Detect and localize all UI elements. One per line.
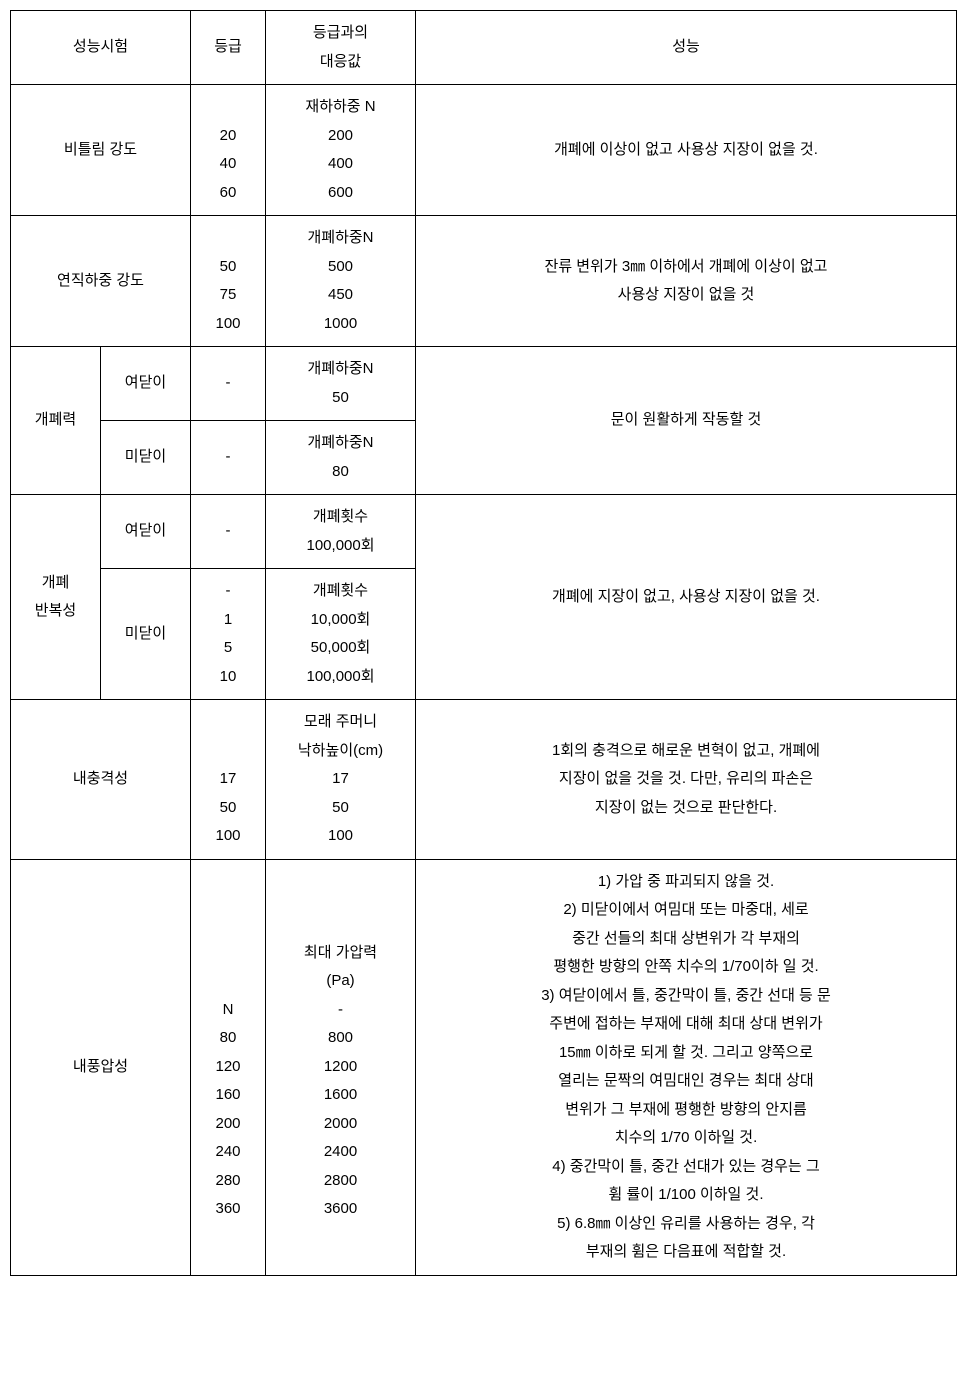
header-grade: 등급 bbox=[191, 11, 266, 85]
cell-test: 내풍압성 bbox=[11, 859, 191, 1275]
table-row: 비틀림 강도 20 40 60 재하하중 N 200 400 600 개폐에 이… bbox=[11, 85, 957, 216]
table-row: 연직하중 강도 50 75 100 개폐하중N 500 450 1000 잔류 … bbox=[11, 216, 957, 347]
cell-test: 비틀림 강도 bbox=[11, 85, 191, 216]
cell-grade: - bbox=[191, 495, 266, 569]
cell-grade: - 1 5 10 bbox=[191, 569, 266, 700]
performance-spec-table: 성능시험 등급 등급과의 대응값 성능 비틀림 강도 20 40 60 재하하중… bbox=[10, 10, 957, 1276]
header-performance: 성능 bbox=[416, 11, 957, 85]
cell-grade: - bbox=[191, 347, 266, 421]
cell-test-sub: 미닫이 bbox=[101, 421, 191, 495]
cell-test-main: 개폐 반복성 bbox=[11, 495, 101, 700]
cell-grade: - bbox=[191, 421, 266, 495]
cell-corr: 모래 주머니 낙하높이(cm) 17 50 100 bbox=[266, 700, 416, 860]
cell-grade: 17 50 100 bbox=[191, 700, 266, 860]
table-row: 개폐 반복성 여닫이 - 개폐횟수 100,000회 개폐에 지장이 없고, 사… bbox=[11, 495, 957, 569]
cell-grade: 50 75 100 bbox=[191, 216, 266, 347]
cell-test: 내충격성 bbox=[11, 700, 191, 860]
cell-perf: 개폐에 이상이 없고 사용상 지장이 없을 것. bbox=[416, 85, 957, 216]
cell-grade: 20 40 60 bbox=[191, 85, 266, 216]
table-row: 내풍압성 N 80 120 160 200 240 280 360 최대 가압력… bbox=[11, 859, 957, 1275]
cell-perf: 잔류 변위가 3㎜ 이하에서 개폐에 이상이 없고 사용상 지장이 없을 것 bbox=[416, 216, 957, 347]
cell-corr: 최대 가압력 (Pa) - 800 1200 1600 2000 2400 28… bbox=[266, 859, 416, 1275]
header-correspondence: 등급과의 대응값 bbox=[266, 11, 416, 85]
header-row: 성능시험 등급 등급과의 대응값 성능 bbox=[11, 11, 957, 85]
cell-grade: N 80 120 160 200 240 280 360 bbox=[191, 859, 266, 1275]
cell-corr: 개폐횟수 10,000회 50,000회 100,000회 bbox=[266, 569, 416, 700]
cell-test-sub: 여닫이 bbox=[101, 495, 191, 569]
cell-perf: 1회의 충격으로 해로운 변혁이 없고, 개폐에 지장이 없을 것을 것. 다만… bbox=[416, 700, 957, 860]
cell-test-sub: 여닫이 bbox=[101, 347, 191, 421]
cell-corr: 개폐하중N 500 450 1000 bbox=[266, 216, 416, 347]
cell-test: 연직하중 강도 bbox=[11, 216, 191, 347]
header-test: 성능시험 bbox=[11, 11, 191, 85]
table-row: 내충격성 17 50 100 모래 주머니 낙하높이(cm) 17 50 100… bbox=[11, 700, 957, 860]
cell-corr: 개폐하중N 50 bbox=[266, 347, 416, 421]
cell-corr: 재하하중 N 200 400 600 bbox=[266, 85, 416, 216]
cell-perf: 개폐에 지장이 없고, 사용상 지장이 없을 것. bbox=[416, 495, 957, 700]
cell-corr: 개폐하중N 80 bbox=[266, 421, 416, 495]
cell-test-main: 개폐력 bbox=[11, 347, 101, 495]
cell-perf: 1) 가압 중 파괴되지 않을 것. 2) 미닫이에서 여밈대 또는 마중대, … bbox=[416, 859, 957, 1275]
cell-corr: 개폐횟수 100,000회 bbox=[266, 495, 416, 569]
cell-perf: 문이 원활하게 작동할 것 bbox=[416, 347, 957, 495]
table-row: 개폐력 여닫이 - 개폐하중N 50 문이 원활하게 작동할 것 bbox=[11, 347, 957, 421]
cell-test-sub: 미닫이 bbox=[101, 569, 191, 700]
